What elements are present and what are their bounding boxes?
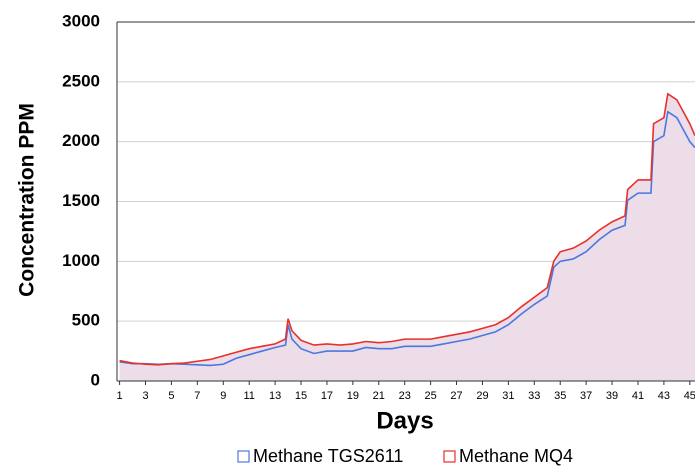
- x-tick-label: 37: [580, 390, 592, 402]
- y-tick-label: 500: [72, 311, 100, 330]
- x-tick-label: 1: [117, 390, 123, 402]
- x-tick-label: 7: [194, 390, 200, 402]
- x-tick-label: 43: [658, 390, 670, 402]
- x-axis-title: Days: [376, 407, 433, 434]
- legend-swatch: [237, 450, 250, 463]
- y-tick-label: 1000: [62, 251, 100, 270]
- x-tick-label: 29: [476, 390, 488, 402]
- y-axis-title: Concentration PPM: [16, 103, 39, 297]
- x-tick-label: 39: [606, 390, 618, 402]
- x-tick-label: 15: [295, 390, 307, 402]
- x-tick-label: 17: [321, 390, 333, 402]
- legend-label: Methane TGS2611: [253, 446, 403, 466]
- x-tick-label: 41: [632, 390, 644, 402]
- x-tick-label: 9: [220, 390, 226, 402]
- x-tick-label: 25: [424, 390, 436, 402]
- legend-label: Methane MQ4: [459, 446, 573, 466]
- x-tick-label: 33: [528, 390, 540, 402]
- x-tick-label: 5: [168, 390, 174, 402]
- series-line: [119, 92, 695, 366]
- x-tick-label: 23: [399, 390, 411, 402]
- x-tick-label: 13: [269, 390, 281, 402]
- legend-swatch: [443, 450, 456, 463]
- x-tick-label: 21: [373, 390, 385, 402]
- area: [119, 93, 695, 381]
- x-tick-label: 3: [142, 390, 148, 402]
- y-tick-label: 0: [91, 370, 100, 389]
- y-tick-label: 1500: [62, 191, 100, 210]
- x-tick-label: 19: [347, 390, 359, 402]
- x-tick-label: 35: [554, 390, 566, 402]
- plot-area: [119, 92, 695, 381]
- x-tick-label: 11: [243, 390, 254, 402]
- x-tick-label: 27: [450, 390, 462, 402]
- y-tick-label: 3000: [62, 11, 100, 30]
- y-tick-label: 2500: [62, 71, 100, 90]
- y-tick-label: 2000: [62, 131, 100, 150]
- x-tick-label: 45: [684, 390, 695, 402]
- series-line: [119, 110, 695, 367]
- x-tick-label: 31: [502, 390, 514, 402]
